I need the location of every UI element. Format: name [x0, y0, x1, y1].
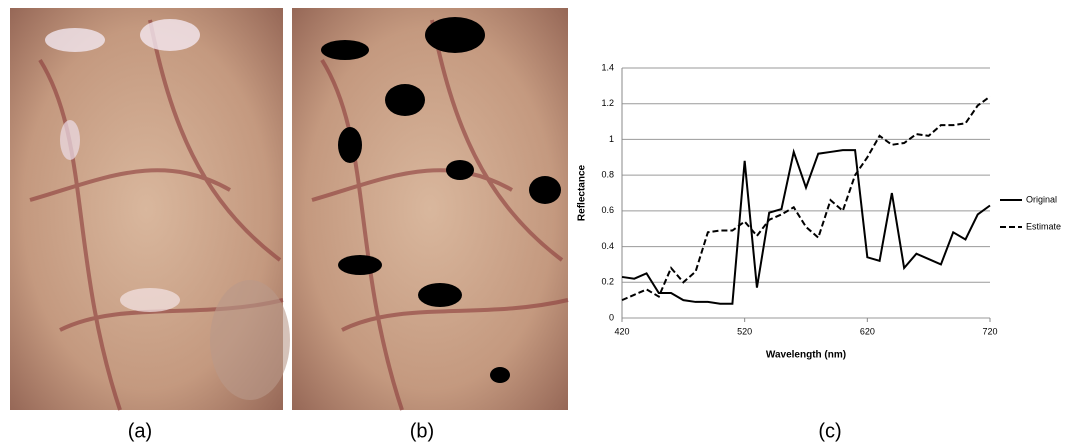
x-tick-label: 720: [982, 326, 997, 336]
x-tick-label: 620: [860, 326, 875, 336]
y-tick-label: 0.4: [601, 241, 614, 251]
y-tick-label: 1.2: [601, 98, 614, 108]
chart: Wavelength (nm) Reflectance 0 0.2 0.4 0.6 0.…: [577, 62, 1061, 360]
y-tick-label: 1.4: [601, 62, 614, 72]
y-tick-label: 0.6: [601, 205, 614, 215]
photo-b: [292, 8, 569, 411]
y-tick-label: 0.8: [601, 170, 614, 180]
caption: (b): [410, 420, 434, 442]
caption: (c): [818, 420, 841, 442]
y-tick-label: 0.2: [601, 277, 614, 287]
line: [621, 95, 991, 302]
x-axis-label: Wavelength (nm): [766, 350, 846, 361]
y-axis-label: Reflectance: [577, 164, 588, 221]
y-tick-label: 1: [609, 134, 614, 144]
x-tick-label: 420: [614, 326, 629, 336]
x-tick-label: 520: [737, 326, 752, 336]
caption: (a): [128, 420, 152, 442]
line: [621, 148, 991, 305]
photo-a: [10, 8, 290, 411]
legend-label: Original: [1026, 194, 1057, 204]
legend-label: Estimate: [1026, 221, 1061, 231]
y-tick-label: 0: [609, 312, 614, 322]
